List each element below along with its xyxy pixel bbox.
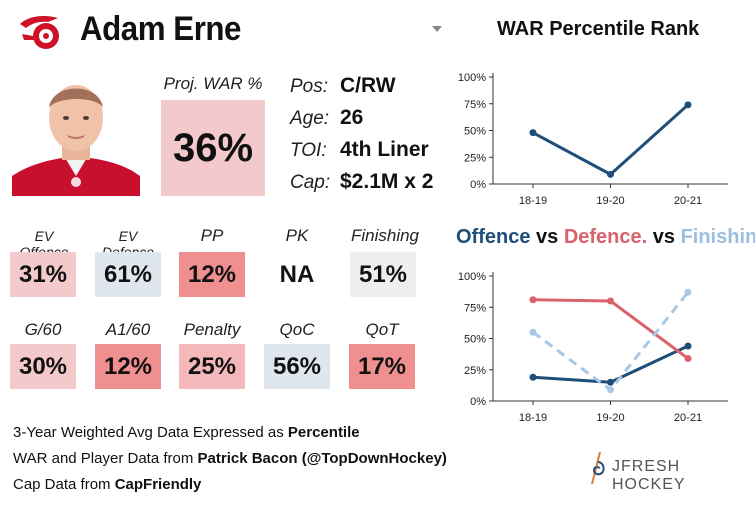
red-wings-logo xyxy=(20,16,59,49)
metric-label-a160: A1/60 xyxy=(105,320,151,339)
x-tick-label: 18-19 xyxy=(519,412,547,422)
info-value: C/RW xyxy=(340,74,396,97)
info-cap: Cap: $2.1M x 2 xyxy=(290,170,433,194)
proj-war-label: Proj. WAR % xyxy=(163,74,263,93)
y-tick-label: 100% xyxy=(458,271,486,283)
metric-value-pk: NA xyxy=(264,252,330,297)
series-line-defence xyxy=(532,298,689,360)
y-tick-label: 100% xyxy=(458,72,486,84)
info-value: 4th Liner xyxy=(340,138,429,161)
title-part-offence: Offence xyxy=(456,226,531,248)
info-key: Age: xyxy=(290,108,330,129)
y-tick-label: 0% xyxy=(470,179,486,191)
brand-name: JFRESH HOCKEY xyxy=(612,458,686,493)
metric-value-pp: 12% xyxy=(179,252,245,297)
data-point-war xyxy=(684,101,692,109)
info-key: Cap: xyxy=(290,172,331,193)
y-tick-label: 25% xyxy=(464,365,486,377)
metric-label-penalty: Penalty xyxy=(183,320,241,339)
title-part-defence: Defence. xyxy=(563,226,648,248)
info-value: 26 xyxy=(340,106,364,129)
y-tick-label: 50% xyxy=(464,334,486,346)
x-tick-label: 19-20 xyxy=(596,195,624,207)
data-point-finishing xyxy=(529,328,537,336)
chevron-down-icon[interactable] xyxy=(432,26,442,32)
proj-war-value: 36% xyxy=(161,100,265,196)
data-point-finishing xyxy=(684,288,692,296)
footer-line-2: WAR and Player Data from Patrick Bacon (… xyxy=(13,450,447,467)
y-tick-label: 25% xyxy=(464,152,486,164)
metric-label-pk: PK xyxy=(285,226,309,245)
footer-bold: Percentile xyxy=(287,424,360,441)
info-toi: TOI: 4th Liner xyxy=(290,138,429,162)
metric-label-finishing: Finishing xyxy=(350,226,420,245)
x-tick-label: 20-21 xyxy=(674,412,702,422)
x-tick-label: 18-19 xyxy=(519,195,547,207)
offence-defence-finishing-chart: 0% 25% 50% 75% 100% 18-19 19-20 20-21 xyxy=(458,271,728,422)
data-point-offence xyxy=(607,378,614,386)
title-part-vs: vs xyxy=(530,226,564,248)
metric-value-penalty: 25% xyxy=(179,344,245,389)
info-value: $2.1M x 2 xyxy=(340,170,434,193)
metric-value-a160: 12% xyxy=(95,344,161,389)
footer-line-3: Cap Data from CapFriendly xyxy=(13,476,201,493)
y-tick-label: 0% xyxy=(470,396,486,408)
info-age: Age: 26 xyxy=(290,106,363,130)
metric-value-ev-defence: 61% xyxy=(95,252,161,297)
y-tick-label: 50% xyxy=(464,126,486,138)
metric-label-pp: PP xyxy=(200,226,224,245)
war-percentile-chart: 0% 25% 50% 75% 100% 18-19 19-20 20-21 xyxy=(458,72,728,207)
data-point-war xyxy=(529,129,537,137)
series-line-offence xyxy=(532,344,689,384)
footer-bold: CapFriendly xyxy=(114,476,202,493)
metric-label-qoc: QoC xyxy=(279,320,315,339)
info-pos: Pos: C/RW xyxy=(290,74,396,98)
y-tick-label: 75% xyxy=(464,99,486,111)
data-point-offence xyxy=(684,342,692,350)
player-photo xyxy=(12,68,140,196)
footer-bold: Patrick Bacon (@TopDownHockey) xyxy=(197,450,447,467)
metric-value-finishing: 51% xyxy=(350,252,416,297)
footer-text: WAR and Player Data from xyxy=(13,450,198,467)
metric-label-g60: G/60 xyxy=(24,320,62,339)
data-point-defence xyxy=(607,297,614,305)
metric-value-ev-offence: 31% xyxy=(10,252,76,297)
metric-value-qoc: 56% xyxy=(264,344,330,389)
series-line-war xyxy=(532,103,690,176)
chart-2-title: Offence vs Defence. vs Finishing xyxy=(456,226,755,249)
data-point-defence xyxy=(529,296,537,304)
brand-logo-icon xyxy=(591,451,605,485)
data-point-defence xyxy=(684,355,692,362)
y-tick-label: 75% xyxy=(464,302,486,314)
footer-line-1: 3-Year Weighted Avg Data Expressed as Pe… xyxy=(13,424,360,441)
info-key: TOI: xyxy=(290,140,327,161)
chart-1-title: WAR Percentile Rank xyxy=(497,18,700,40)
data-point-offence xyxy=(529,373,537,381)
footer-text: 3-Year Weighted Avg Data Expressed as xyxy=(13,424,288,441)
player-name: Adam Erne xyxy=(80,10,241,48)
metric-value-g60: 30% xyxy=(10,344,76,389)
data-point-war xyxy=(607,170,614,178)
x-tick-label: 19-20 xyxy=(596,412,624,422)
x-tick-label: 20-21 xyxy=(674,195,702,207)
title-part-finishing: Finishing xyxy=(680,226,755,248)
title-part-vs: vs xyxy=(647,226,681,248)
metric-label-qot: QoT xyxy=(365,320,399,339)
info-key: Pos: xyxy=(290,76,329,97)
metric-value-qot: 17% xyxy=(349,344,415,389)
data-point-finishing xyxy=(607,386,614,394)
footer-text: Cap Data from xyxy=(13,476,115,493)
